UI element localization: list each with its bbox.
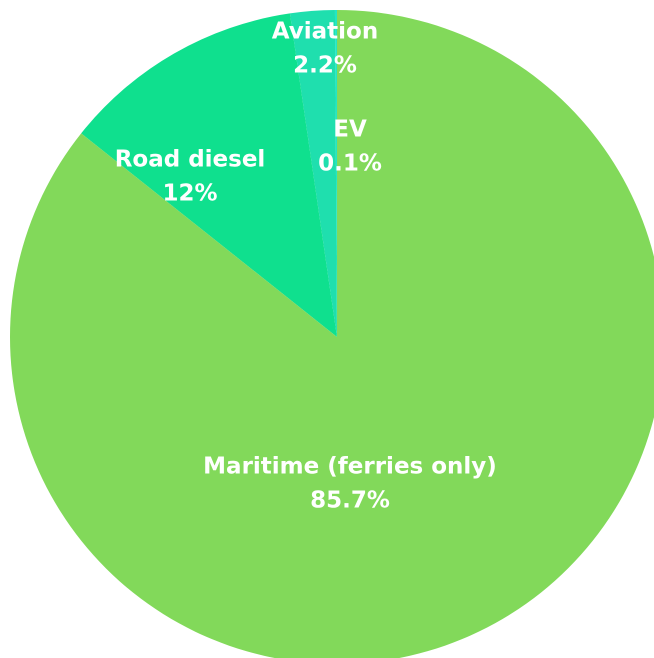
pie-slice [334, 10, 337, 337]
slice-label: Aviation [272, 19, 378, 45]
pie-slice [10, 10, 654, 658]
pie-slice [81, 13, 337, 338]
slice-label: Road diesel [115, 147, 266, 173]
pie-slice [289, 10, 337, 337]
slice-label: Maritime (ferries only) [203, 454, 497, 480]
slice-value-label: 0.1% [318, 151, 382, 177]
slice-value-label: 12% [162, 181, 217, 207]
slice-value-label: 85.7% [310, 488, 390, 514]
slice-value-label: 2.2% [293, 53, 357, 79]
slice-label: EV [333, 117, 367, 143]
